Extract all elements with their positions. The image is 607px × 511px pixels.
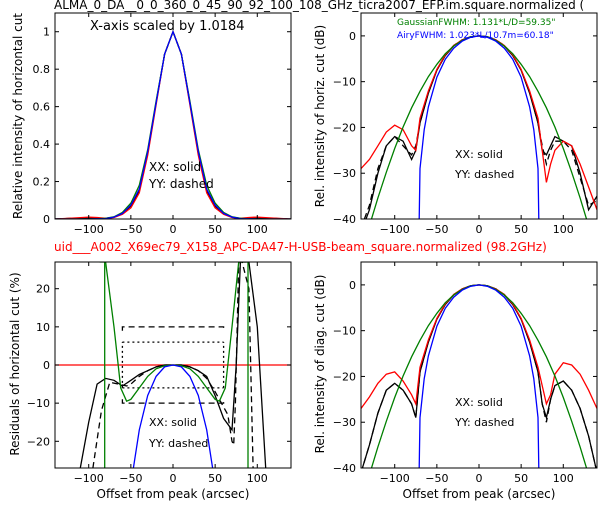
p3-ytick-label-2: 0 (43, 359, 50, 372)
p4-ylabel: Rel. intensity of diag. cut (dB) (313, 275, 327, 454)
p4-ytick-label-1: −30 (333, 416, 356, 429)
p2-legend-xx: XX: solid (455, 148, 503, 161)
p4-xtick-label-0: −100 (380, 472, 410, 485)
p2-tick-labels: −100 −50 0 50 100−40−30−20−100 (333, 30, 574, 236)
p3-plot-area (55, 262, 291, 468)
p3-series-2-line (92, 262, 254, 468)
p1-ytick-label-3: 0.6 (33, 101, 51, 114)
p4-xtick-label-2: 0 (476, 472, 483, 485)
p3-ytick-label-4: 20 (36, 283, 50, 296)
p3-ytick-label-3: 10 (36, 321, 50, 334)
p2-ytick-label-4: 0 (349, 30, 356, 43)
p1-xtick-label-3: 50 (208, 223, 222, 236)
p1-xtick-label-0: −100 (74, 223, 104, 236)
p2-legend-yy: YY: dashed (454, 168, 514, 181)
p3-ytick-label-1: −10 (27, 397, 50, 410)
p4-tick-marks (361, 262, 597, 469)
p3-xtick-label-0: −100 (74, 472, 104, 485)
p4-ytick-label-4: 0 (349, 279, 356, 292)
p2-frame (360, 12, 598, 220)
p2-series-2-line (361, 35, 597, 211)
p2-series-0-line (365, 35, 597, 219)
p1-xtick-label-2: 0 (170, 223, 177, 236)
p3-series-12-line (132, 364, 214, 468)
p3-legend-yy: YY: dashed (148, 437, 208, 450)
p2-xtick-label-3: 50 (514, 223, 528, 236)
p3-xtick-label-2: 0 (170, 472, 177, 485)
p2-series-1-line (363, 35, 597, 219)
p2-ylabel: Rel. intensity of horiz. cut (dB) (313, 25, 327, 207)
p3-series-4-line (121, 399, 225, 404)
panel-horizontal-cut-linear: −100 −50 0 50 100 0 0.2 0.4 0.6 0.8 1 X-axis scale… (11, 12, 292, 236)
p4-tick-labels: −100 −50 0 50 100−40−30−20−100 (333, 279, 574, 485)
p1-xtick-label-4: 100 (247, 223, 268, 236)
p3-series-9-line (99, 262, 247, 403)
p1-tick-labels: −100 −50 0 50 100 0 0.2 0.4 0.6 0.8 1 (33, 26, 268, 236)
figure-title-mid: uid___A002_X69ec79_X158_APC-DA47-H-USB-b… (54, 240, 547, 254)
figure-title-top: ALMA_0_DA__0_0_360_0_45_90_92_100_108_GH… (54, 0, 584, 12)
p3-xtick-label-4: 100 (247, 472, 268, 485)
p3-tick-marks (55, 262, 291, 468)
p1-ytick-label-5: 1 (43, 26, 50, 39)
p3-series-3-line (121, 326, 225, 331)
p4-xtick-label-3: 50 (514, 472, 528, 485)
panel-diagonal-cut-db: −100 −50 0 50 100−40−30−20−100 XX: solid YY:… (313, 261, 598, 501)
p3-legend-xx: XX: solid (149, 416, 197, 429)
panel-horizontal-cut-db: −100 −50 0 50 100−40−30−20−100 GaussianFWHM:… (313, 12, 598, 236)
p1-tick-marks (55, 13, 291, 220)
p1-legend-yy: YY: dashed (148, 177, 214, 191)
p1-scale-note: X-axis scaled by 1.0184 (90, 19, 245, 34)
p2-xtick-label-0: −100 (380, 223, 410, 236)
p2-gaussian-fwhm-note: GaussianFWHM: 1.131*L/D=59.35" (397, 18, 555, 28)
p1-ytick-label-2: 0.4 (33, 138, 51, 151)
p2-ytick-label-2: −20 (333, 121, 356, 134)
p2-ytick-label-0: −40 (333, 213, 356, 226)
p2-plot-area (361, 35, 597, 219)
p4-xtick-label-4: 100 (553, 472, 574, 485)
p4-series-4-line (418, 284, 540, 468)
p4-ytick-label-2: −20 (333, 370, 356, 383)
p3-ylabel: Residuals of horizontal cut (%) (8, 272, 22, 455)
p3-xtick-label-3: 50 (208, 472, 222, 485)
p3-xlabel: Offset from peak (arcsec) (97, 487, 250, 501)
p1-ytick-label-0: 0 (43, 213, 50, 226)
p2-series-4-line (418, 35, 540, 219)
p2-ytick-label-1: −30 (333, 167, 356, 180)
p1-legend-xx: XX: solid (149, 160, 201, 174)
p4-ytick-label-3: −10 (333, 325, 356, 338)
p4-series-2-line (361, 284, 597, 409)
p4-ytick-label-0: −40 (333, 462, 356, 475)
p2-xtick-label-2: 0 (476, 223, 483, 236)
p4-legend-yy: YY: dashed (454, 416, 514, 429)
p2-tick-marks (361, 13, 597, 220)
p2-xtick-label-1: −50 (425, 223, 448, 236)
p1-ylabel: Relative intensity of horizontal cut (11, 13, 25, 219)
p2-airy-fwhm-note: AiryFWHM: 1.023*L/10.7m=60.18" (397, 31, 554, 41)
p2-ytick-label-3: −10 (333, 76, 356, 89)
p4-xtick-label-1: −50 (425, 472, 448, 485)
p1-ytick-label-1: 0.2 (33, 176, 51, 189)
p2-xtick-label-4: 100 (553, 223, 574, 236)
p3-xtick-label-1: −50 (119, 472, 142, 485)
p1-ytick-label-4: 0.8 (33, 63, 51, 76)
p3-ytick-label-0: −20 (27, 435, 50, 448)
p4-series-1-line (361, 284, 597, 468)
p4-xlabel: Offset from peak (arcsec) (403, 487, 556, 501)
p1-xtick-label-1: −50 (119, 223, 142, 236)
p4-legend-xx: XX: solid (455, 396, 503, 409)
p4-series-0-line (361, 284, 597, 468)
p4-plot-area (361, 284, 597, 468)
